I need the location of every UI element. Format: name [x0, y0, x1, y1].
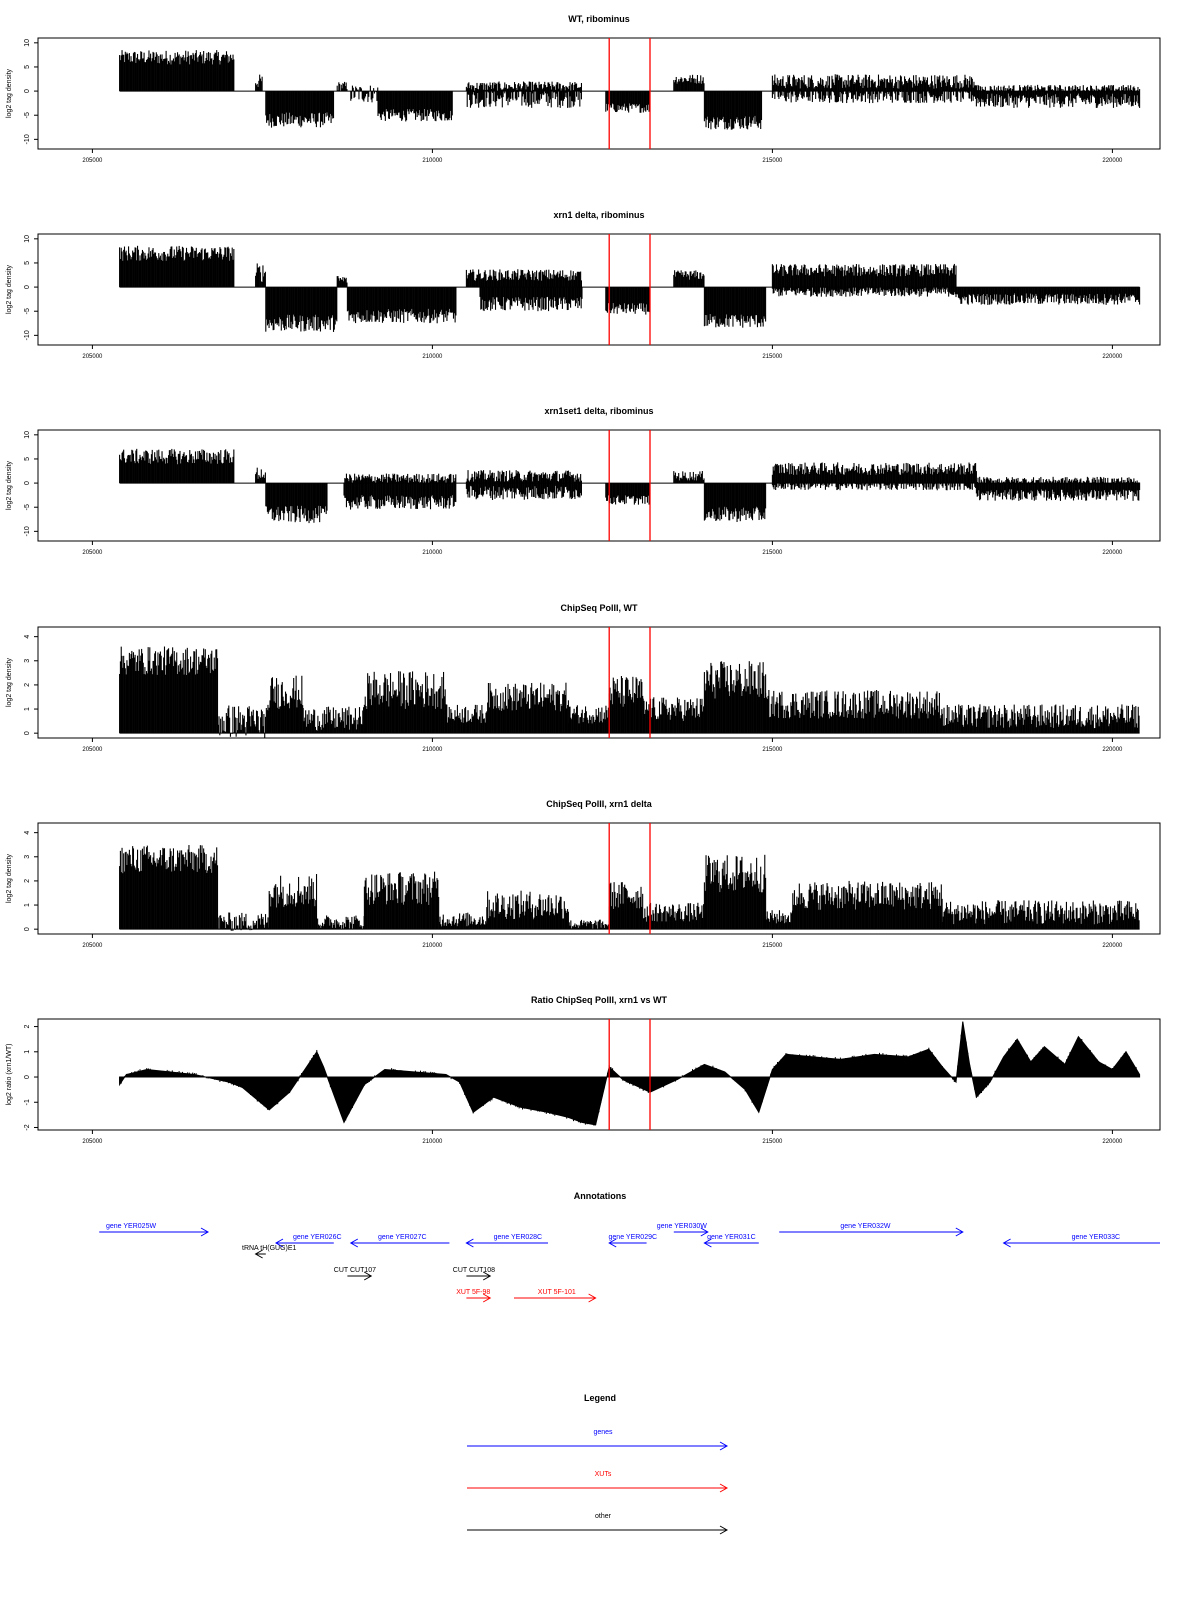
x-tick-label: 205000	[82, 158, 103, 164]
x-tick-label: 205000	[82, 550, 103, 556]
data-series	[119, 245, 1141, 332]
y-tick-label: 10	[24, 39, 31, 47]
data-series	[119, 448, 1141, 524]
chart-panel-2: xrn1 delta, ribominus 10 5 0 -5 -10 log2 tag d…	[6, 210, 1161, 360]
y-tick-label: -10	[24, 526, 31, 536]
x-tick-label: 210000	[422, 354, 443, 360]
y-tick-label: 10	[24, 431, 31, 439]
y-tick-label: 5	[24, 65, 31, 69]
x-tick-label: 215000	[762, 354, 783, 360]
plot-frame	[37, 37, 1161, 150]
x-tick-label: 210000	[422, 158, 443, 164]
chart-title: WT, ribominus	[568, 14, 630, 24]
plot-frame	[37, 429, 1161, 542]
y-axis-label: log2 tag density	[6, 264, 13, 314]
x-tick-label: 215000	[762, 550, 783, 556]
x-tick-label: 220000	[1102, 354, 1123, 360]
chart-title: xrn1 delta, ribominus	[553, 210, 644, 220]
x-tick-label: 220000	[1102, 550, 1123, 556]
y-tick-label: 0	[24, 89, 31, 93]
y-tick-label: 0	[24, 285, 31, 289]
y-tick-label: -5	[24, 504, 31, 510]
x-tick-label: 210000	[422, 550, 443, 556]
y-tick-label: -5	[24, 112, 31, 118]
plot-frame	[37, 233, 1161, 346]
data-series	[119, 50, 1141, 130]
x-tick-label: 205000	[82, 354, 103, 360]
chart-panel-1: WT, ribominus 10 5 0 -5 -10 log2 tag density 20…	[6, 14, 1161, 164]
y-tick-label: -10	[24, 330, 31, 340]
y-axis-label: log2 tag density	[6, 68, 13, 118]
chart-title: xrn1set1 delta, ribominus	[544, 406, 653, 416]
x-tick-label: 220000	[1102, 158, 1123, 164]
chart-panel-3: xrn1set1 delta, ribominus 10 5 0 -5 -10 log2 t…	[6, 406, 1161, 556]
y-tick-label: 5	[24, 261, 31, 265]
y-tick-label: 5	[24, 457, 31, 461]
x-tick-label: 215000	[762, 158, 783, 164]
y-axis-label: log2 tag density	[6, 460, 13, 510]
y-tick-label: -5	[24, 308, 31, 314]
y-tick-label: -10	[24, 134, 31, 144]
y-tick-label: 10	[24, 235, 31, 243]
y-tick-label: 0	[24, 481, 31, 485]
